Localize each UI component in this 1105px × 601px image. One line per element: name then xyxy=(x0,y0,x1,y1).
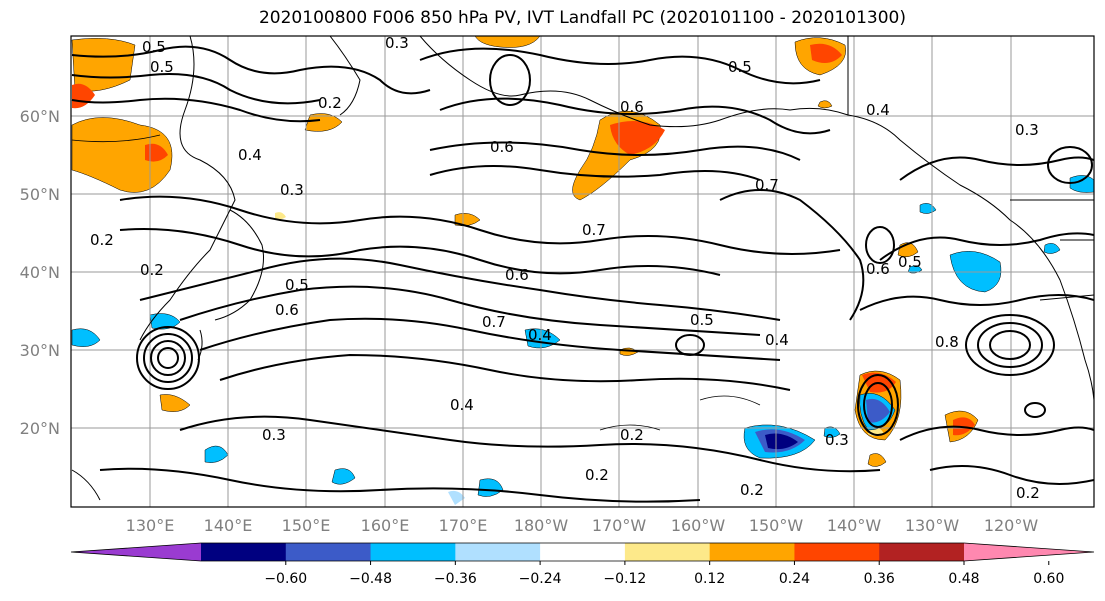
contour-label: 0.2 xyxy=(140,261,164,279)
lon-label: 170°W xyxy=(592,516,647,535)
longitude-labels: 130°E 140°E 150°E 160°E 170°E 180°W 170°… xyxy=(126,516,1039,535)
contour-label: 0.6 xyxy=(866,260,890,278)
contour-label: 0.5 xyxy=(728,58,752,76)
pv-fill-max-negative xyxy=(765,433,798,450)
contour-label: 0.7 xyxy=(482,313,506,331)
colorbar-bin xyxy=(879,543,965,561)
lat-label: 30°N xyxy=(20,341,60,360)
colorbar-tick-label: −0.24 xyxy=(519,571,562,587)
colorbar-bin xyxy=(540,543,626,561)
contour-label: 0.6 xyxy=(275,301,299,319)
lon-label: 180°W xyxy=(514,516,569,535)
colorbar-outline xyxy=(70,542,1095,562)
colorbar-tick-label: −0.48 xyxy=(349,571,392,587)
lon-label: 160°W xyxy=(671,516,726,535)
colorbar-bin xyxy=(201,543,287,561)
contour-label: 0.2 xyxy=(318,94,342,112)
pv-fill-light-negative xyxy=(448,490,465,505)
contour-label: 0.3 xyxy=(385,34,409,52)
contour-label: 0.6 xyxy=(505,266,529,284)
latitude-labels: 60°N 50°N 40°N 30°N 20°N xyxy=(20,107,60,438)
lon-label: 150°W xyxy=(749,516,804,535)
contour-label: 0.5 xyxy=(690,311,714,329)
pv-contours-thin xyxy=(71,134,761,431)
contour-label: 0.3 xyxy=(1015,121,1039,139)
contour-label: 0.4 xyxy=(866,101,890,119)
lon-label: 170°E xyxy=(439,516,488,535)
contour-label: 0.3 xyxy=(262,426,286,444)
colorbar-tick-label: 0.48 xyxy=(948,571,979,587)
coastlines xyxy=(71,36,1094,501)
lon-label: 140°W xyxy=(827,516,882,535)
contour-label: 0.5 xyxy=(142,38,166,56)
colorbar: −0.60 −0.48 −0.36 −0.24 −0.12 0.12 0.24 0.36 0.4… xyxy=(70,542,1095,587)
colorbar-tick-label: 0.12 xyxy=(694,571,725,587)
colorbar-tick-label: −0.36 xyxy=(434,571,477,587)
colorbar-tick-label: −0.12 xyxy=(603,571,646,587)
lat-label: 60°N xyxy=(20,107,60,126)
contour-label: 0.2 xyxy=(90,231,114,249)
colorbar-bin xyxy=(794,543,880,561)
colorbar-bin xyxy=(455,543,541,561)
colorbar-tick-label: −0.60 xyxy=(264,571,307,587)
colorbar-bin xyxy=(285,543,372,561)
contour-label: 0.6 xyxy=(490,138,514,156)
contour-label: 0.4 xyxy=(238,146,262,164)
lon-label: 150°E xyxy=(282,516,331,535)
contour-labels: 0.5 0.5 0.6 0.4 0.3 0.2 0.5 0.6 0.7 0.4 … xyxy=(90,34,1040,502)
lat-label: 40°N xyxy=(20,263,60,282)
contour-label: 0.2 xyxy=(620,426,644,444)
colorbar-tick-label: 0.24 xyxy=(779,571,810,587)
graticule xyxy=(71,36,1094,507)
colorbar-tick-label: 0.36 xyxy=(864,571,895,587)
colorbar-bin xyxy=(624,543,711,561)
contour-label: 0.4 xyxy=(450,396,474,414)
contour-label: 0.2 xyxy=(1016,484,1040,502)
contour-label: 0.5 xyxy=(285,276,309,294)
colorbar-tick-label: 0.60 xyxy=(1033,571,1064,587)
contour-label: 0.2 xyxy=(740,481,764,499)
contour-label: 0.2 xyxy=(585,466,609,484)
lon-label: 130°W xyxy=(905,516,960,535)
map-frame xyxy=(70,35,1095,508)
contour-label: 0.3 xyxy=(825,431,849,449)
contour-label: 0.4 xyxy=(765,331,789,349)
contour-label: 0.5 xyxy=(898,253,922,271)
lon-label: 120°W xyxy=(984,516,1039,535)
lon-label: 130°E xyxy=(126,516,175,535)
lon-label: 140°E xyxy=(204,516,253,535)
contour-label: 0.7 xyxy=(582,221,606,239)
map-panel: 0.5 0.5 0.6 0.4 0.3 0.2 0.5 0.6 0.7 0.4 … xyxy=(71,34,1094,507)
contour-label: 0.4 xyxy=(528,326,552,344)
contour-label: 0.6 xyxy=(620,98,644,116)
contour-label: 0.3 xyxy=(280,181,304,199)
colorbar-extend-min xyxy=(71,543,201,561)
map-title: 2020100800 F006 850 hPa PV, IVT Landfall… xyxy=(258,8,906,28)
colorbar-bin xyxy=(709,543,795,561)
contour-label: 0.7 xyxy=(755,176,779,194)
pv-contours xyxy=(71,45,1094,503)
colorbar-extend-max xyxy=(964,543,1094,561)
colorbar-bin xyxy=(370,543,456,561)
contour-label: 0.8 xyxy=(935,333,959,351)
lon-label: 160°E xyxy=(361,516,410,535)
contour-label: 0.5 xyxy=(150,58,174,76)
lat-label: 50°N xyxy=(20,185,60,204)
lat-label: 20°N xyxy=(20,419,60,438)
